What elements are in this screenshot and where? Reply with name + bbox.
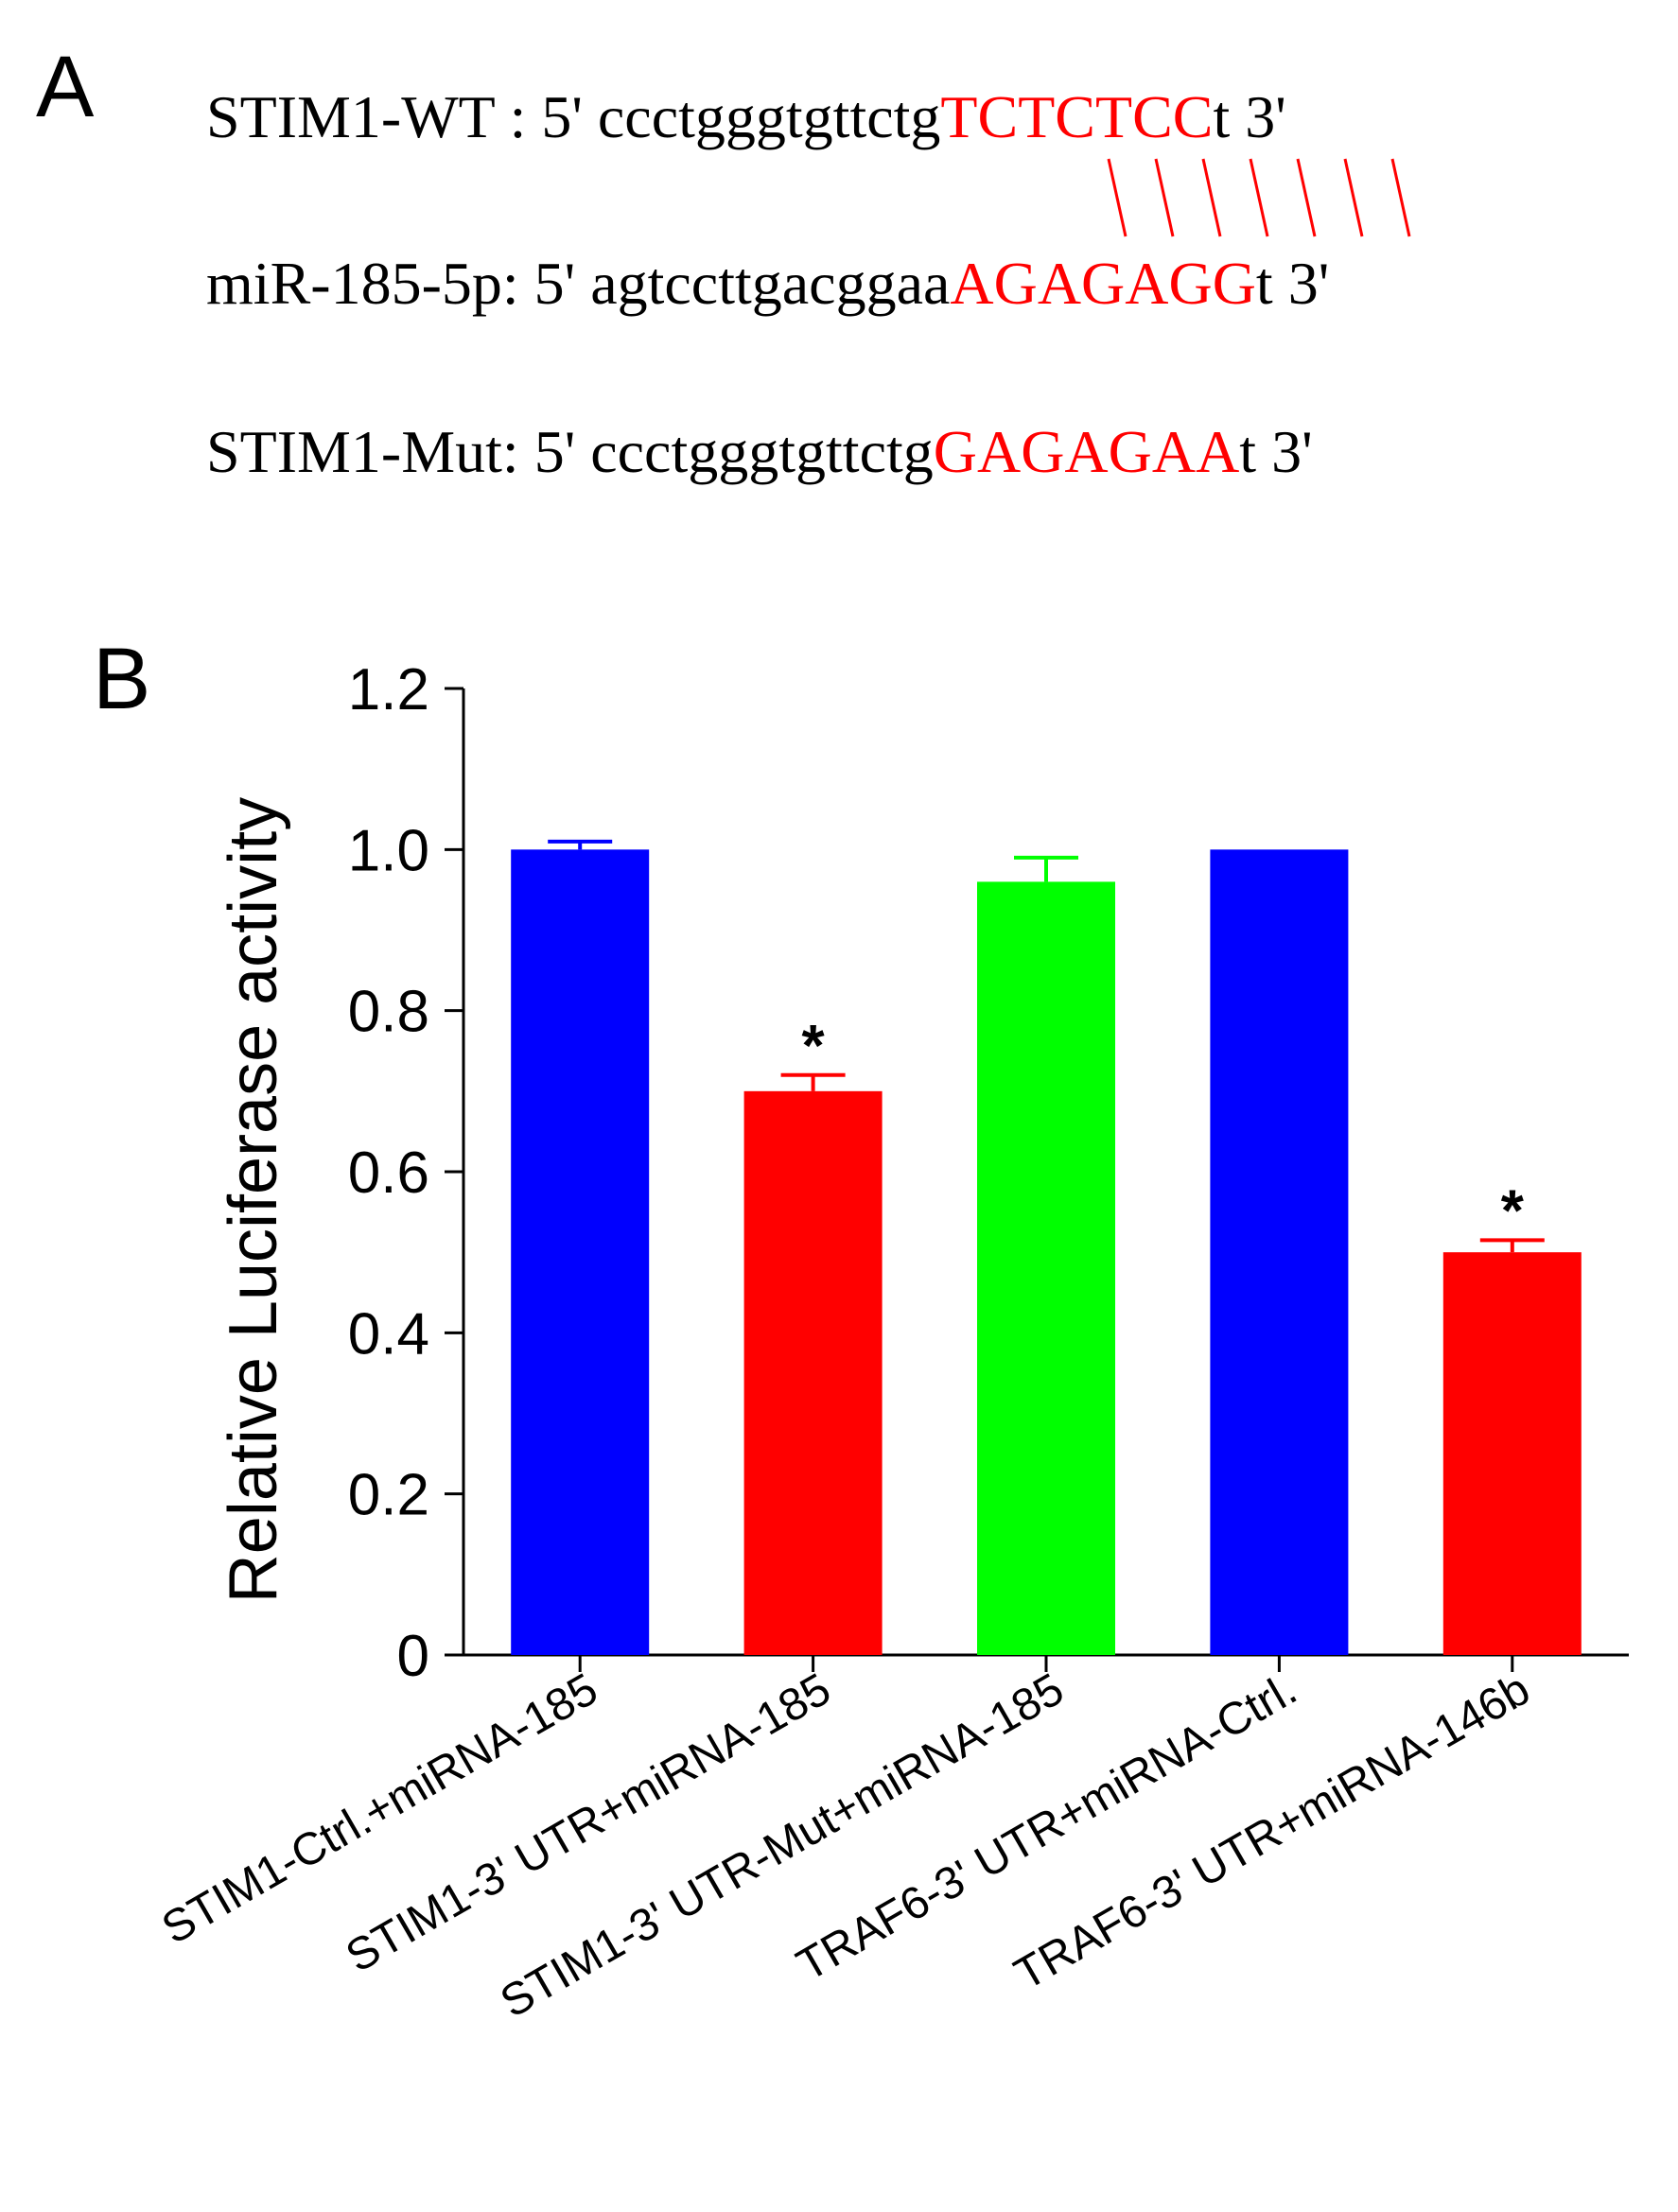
panel-a-label: A: [36, 39, 95, 135]
bar: [1442, 1252, 1582, 1655]
sequence-prefix: STIM1-WT : 5' ccctgggtgttctg: [206, 83, 941, 150]
sequence-mir-185-5p: miR-185-5p: 5' agtccttgacggaaAGAGAGGt 3': [206, 253, 1329, 314]
bar: [743, 1090, 883, 1655]
y-tick-label: 1.0: [348, 818, 429, 883]
sequence-stim1-wt: STIM1-WT : 5' ccctgggtgttctgTCTCTCCt 3': [206, 87, 1286, 148]
sequence-seed-highlight: TCTCTCC: [940, 83, 1214, 150]
bar: [977, 881, 1115, 1655]
sequence-seed-highlight: AGAGAGG: [950, 250, 1256, 317]
y-axis-label: Relative Luciferase activity: [216, 797, 291, 1603]
bar: [511, 849, 650, 1655]
y-tick-label: 1.2: [348, 657, 429, 723]
y-tick-label: 0.2: [348, 1463, 429, 1528]
sequence-suffix: t 3': [1213, 83, 1286, 150]
y-tick-label: 0.8: [348, 980, 429, 1045]
base-pairing-lines: [1107, 158, 1411, 237]
pairing-line: [1343, 158, 1364, 237]
sequence-prefix: STIM1-Mut: 5' ccctgggtgttctg: [206, 418, 934, 485]
sequence-suffix: t 3': [1239, 418, 1313, 485]
sequence-prefix: miR-185-5p: 5' agtccttgacggaa: [206, 250, 951, 317]
pairing-line: [1107, 158, 1127, 237]
pairing-line: [1296, 158, 1317, 237]
pairing-line: [1201, 158, 1222, 237]
significance-marker: *: [1501, 1178, 1525, 1244]
bar: [1210, 849, 1349, 1655]
y-tick-label: 0.6: [348, 1141, 429, 1206]
significance-marker: *: [802, 1014, 826, 1079]
sequence-stim1-mut: STIM1-Mut: 5' ccctgggtgttctgGAGAGAAt 3': [206, 422, 1313, 482]
panel-b-label: B: [93, 631, 151, 727]
sequence-suffix: t 3': [1255, 250, 1330, 317]
y-tick-label: 0: [397, 1624, 429, 1689]
y-tick-label: 0.4: [348, 1301, 429, 1367]
x-tick-label: STIM1-Ctrl.+miRNA-185: [154, 1664, 606, 1955]
pairing-line: [1249, 158, 1269, 237]
pairing-line: [1390, 158, 1411, 237]
sequence-seed-highlight: GAGAGAA: [933, 418, 1240, 485]
pairing-line: [1154, 158, 1175, 237]
